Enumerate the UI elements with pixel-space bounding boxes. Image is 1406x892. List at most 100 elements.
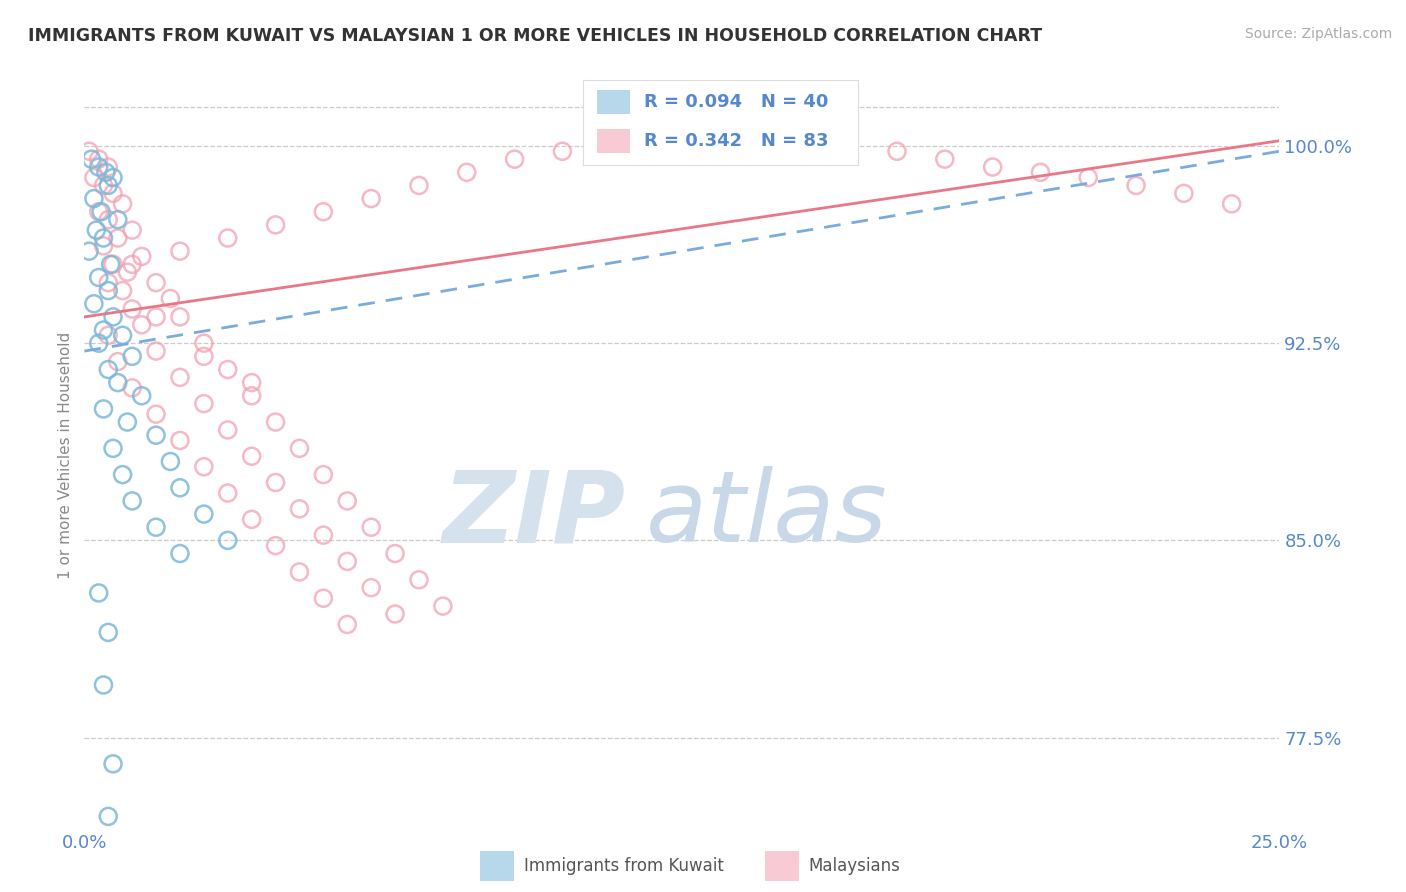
Point [93, 401, 115, 416]
Point [408, 573, 430, 587]
Point [97, 625, 120, 640]
Point [87, 204, 110, 219]
Point [77, 244, 100, 259]
Point [217, 362, 239, 376]
Bar [765, 851, 799, 881]
Text: Immigrants from Kuwait: Immigrants from Kuwait [523, 857, 724, 875]
Point [97, 160, 120, 174]
Point [1125, 178, 1147, 193]
Point [131, 318, 153, 332]
Y-axis label: 1 or more Vehicles in Household: 1 or more Vehicles in Household [58, 331, 73, 579]
Point [101, 310, 124, 324]
Point [145, 310, 167, 324]
Point [312, 591, 335, 606]
Point [111, 197, 134, 211]
Point [169, 481, 191, 495]
Point [97, 809, 120, 823]
Point [312, 467, 335, 482]
Point [97, 284, 120, 298]
Point [981, 160, 1004, 174]
Point [87, 336, 110, 351]
Point [90, 204, 112, 219]
Point [647, 134, 669, 148]
Point [336, 617, 359, 632]
Point [288, 442, 311, 456]
Point [193, 459, 215, 474]
Point [87, 160, 110, 174]
Point [145, 428, 167, 442]
Point [360, 581, 382, 595]
Point [117, 265, 139, 279]
Point [193, 397, 215, 411]
Bar [598, 129, 630, 153]
Point [131, 389, 153, 403]
Point [312, 528, 335, 542]
Point [599, 139, 621, 153]
Point [934, 152, 956, 166]
Point [145, 344, 167, 359]
Point [240, 376, 263, 390]
Point [288, 565, 311, 579]
Point [159, 454, 181, 468]
Point [131, 249, 153, 263]
Point [107, 376, 129, 390]
Point [169, 244, 191, 259]
Point [145, 407, 167, 421]
Text: ZIP: ZIP [443, 467, 626, 564]
Point [503, 152, 526, 166]
Point [169, 370, 191, 384]
Point [742, 134, 765, 148]
Point [169, 434, 191, 448]
Point [169, 310, 191, 324]
Text: R = 0.094   N = 40: R = 0.094 N = 40 [644, 93, 828, 111]
Point [93, 323, 115, 337]
Point [111, 328, 134, 343]
Point [408, 178, 430, 193]
Point [107, 212, 129, 227]
Point [101, 170, 124, 185]
Point [264, 218, 287, 232]
Point [790, 136, 813, 151]
Point [217, 486, 239, 500]
Point [121, 494, 143, 508]
Point [1077, 170, 1099, 185]
Point [145, 276, 167, 290]
Point [264, 475, 287, 490]
Point [107, 231, 129, 245]
Bar [481, 851, 515, 881]
Point [77, 145, 100, 159]
Point [111, 467, 134, 482]
Point [80, 152, 103, 166]
Point [121, 223, 143, 237]
Point [169, 547, 191, 561]
Point [94, 165, 117, 179]
Text: R = 0.342   N = 83: R = 0.342 N = 83 [644, 132, 828, 150]
Point [101, 756, 124, 771]
Bar [598, 90, 630, 114]
Point [86, 223, 108, 237]
Text: IMMIGRANTS FROM KUWAIT VS MALAYSIAN 1 OR MORE VEHICLES IN HOUSEHOLD CORRELATION : IMMIGRANTS FROM KUWAIT VS MALAYSIAN 1 OR… [28, 27, 1042, 45]
Point [384, 607, 406, 621]
Point [288, 501, 311, 516]
Point [93, 178, 115, 193]
Point [240, 449, 263, 463]
Point [93, 231, 115, 245]
Point [97, 178, 120, 193]
Point [93, 678, 115, 692]
Point [121, 301, 143, 316]
Point [360, 520, 382, 534]
Point [145, 520, 167, 534]
Point [83, 170, 105, 185]
Point [360, 192, 382, 206]
Point [193, 349, 215, 363]
Point [838, 139, 860, 153]
Point [456, 165, 478, 179]
Point [1220, 197, 1243, 211]
Point [101, 257, 124, 271]
Point [1173, 186, 1195, 201]
Point [121, 349, 143, 363]
Point [111, 284, 134, 298]
Point [384, 547, 406, 561]
Point [83, 192, 105, 206]
Text: Source: ZipAtlas.com: Source: ZipAtlas.com [1244, 27, 1392, 41]
